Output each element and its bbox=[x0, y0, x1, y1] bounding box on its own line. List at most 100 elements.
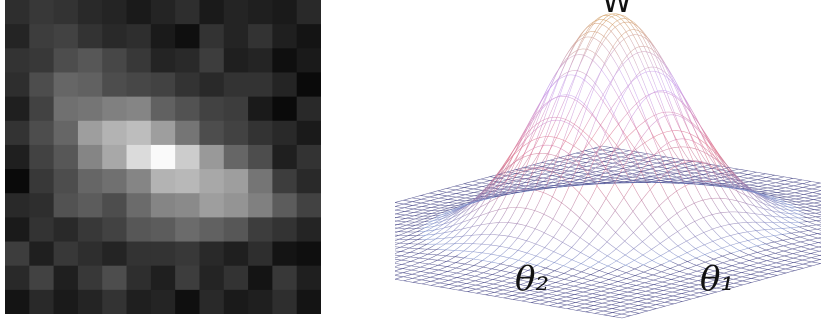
mesh-line bbox=[547, 162, 552, 168]
mesh-line bbox=[553, 79, 558, 84]
mesh-line bbox=[671, 161, 676, 163]
mesh-line bbox=[743, 185, 748, 188]
pixel-cell bbox=[126, 241, 152, 267]
mesh-line bbox=[617, 244, 622, 248]
mesh-line bbox=[566, 244, 571, 248]
mesh-line bbox=[771, 240, 821, 256]
mesh-line bbox=[464, 239, 469, 243]
pixel-cell bbox=[175, 120, 201, 146]
mesh-line bbox=[471, 222, 475, 228]
mesh-line bbox=[615, 19, 619, 23]
mesh-line bbox=[699, 140, 704, 147]
mesh-line bbox=[565, 212, 570, 219]
pixel-cell bbox=[272, 120, 298, 146]
mesh-line bbox=[597, 187, 602, 193]
mesh-line bbox=[744, 179, 803, 191]
mesh-line bbox=[762, 242, 821, 260]
mesh-line bbox=[561, 171, 566, 175]
mesh-line bbox=[504, 235, 509, 237]
pixel-cell bbox=[199, 144, 225, 170]
mesh-line bbox=[456, 229, 461, 231]
mesh-line bbox=[514, 258, 518, 261]
mesh-line bbox=[652, 114, 656, 117]
mesh-line bbox=[452, 210, 456, 213]
mesh-line bbox=[452, 208, 457, 210]
mesh-line bbox=[624, 17, 628, 21]
mesh-line bbox=[594, 38, 598, 41]
mesh-line bbox=[722, 164, 727, 168]
mesh-line bbox=[633, 22, 638, 26]
mesh-line bbox=[503, 249, 508, 253]
mesh-line bbox=[634, 147, 638, 151]
mesh-line bbox=[511, 193, 515, 201]
mesh-line bbox=[592, 207, 597, 212]
mesh-line bbox=[622, 105, 627, 112]
mesh-line bbox=[572, 50, 577, 54]
mesh-line bbox=[707, 183, 712, 185]
mesh-line bbox=[729, 244, 733, 246]
mesh-line bbox=[609, 152, 614, 160]
mesh-line bbox=[513, 182, 518, 186]
mesh-line bbox=[579, 31, 584, 37]
pixel-cell bbox=[5, 0, 30, 25]
mesh-line bbox=[489, 205, 494, 212]
mesh-line bbox=[457, 210, 462, 214]
mesh-line bbox=[676, 255, 680, 258]
mesh-line bbox=[577, 62, 581, 71]
mesh-line bbox=[685, 123, 690, 133]
mesh-line bbox=[636, 216, 641, 222]
mesh-line bbox=[505, 189, 509, 197]
mesh-line bbox=[649, 98, 654, 108]
mesh-line bbox=[608, 13, 613, 16]
mesh-line bbox=[516, 248, 520, 253]
mesh-line bbox=[557, 108, 561, 117]
pixel-cell bbox=[296, 72, 321, 98]
pixel-cell bbox=[272, 241, 298, 267]
mesh-line bbox=[535, 165, 540, 171]
mesh-line bbox=[641, 35, 645, 38]
mesh-line bbox=[618, 141, 623, 146]
mesh-line bbox=[777, 225, 781, 228]
mesh-line bbox=[551, 250, 556, 253]
mesh-line bbox=[737, 211, 742, 217]
mesh-line bbox=[713, 249, 718, 252]
mesh-line bbox=[639, 255, 643, 258]
mesh-line bbox=[705, 230, 709, 233]
mesh-line bbox=[639, 241, 643, 245]
mesh-line bbox=[620, 128, 625, 136]
mesh-line bbox=[763, 199, 768, 202]
pixel-cell bbox=[77, 48, 103, 74]
pixel-cell bbox=[102, 120, 128, 146]
mesh-line bbox=[712, 158, 717, 166]
mesh-line bbox=[436, 221, 440, 224]
pixel-cell bbox=[53, 120, 79, 146]
mesh-line bbox=[447, 222, 452, 226]
mesh-line bbox=[685, 226, 690, 231]
mesh-line bbox=[451, 249, 456, 253]
mesh-line bbox=[449, 263, 513, 289]
mesh-line bbox=[542, 112, 547, 122]
mesh-line bbox=[705, 212, 722, 217]
mesh-line bbox=[679, 159, 683, 164]
mesh-line bbox=[554, 251, 559, 254]
mesh-line bbox=[537, 102, 542, 110]
pixel-cell bbox=[248, 96, 273, 122]
mesh-line bbox=[395, 239, 426, 254]
mesh-line bbox=[670, 233, 675, 237]
mesh-line bbox=[780, 205, 784, 208]
mesh-line bbox=[448, 214, 452, 218]
mesh-line bbox=[755, 200, 760, 205]
pixel-cell bbox=[126, 217, 152, 243]
mesh-line bbox=[521, 168, 525, 170]
mesh-line bbox=[403, 199, 464, 206]
mesh-line bbox=[547, 87, 551, 92]
mesh-line bbox=[785, 224, 790, 228]
mesh-line bbox=[588, 108, 593, 114]
mesh-line bbox=[545, 116, 555, 120]
mesh-line bbox=[455, 231, 460, 236]
mesh-line bbox=[635, 75, 639, 79]
mesh-line bbox=[696, 219, 700, 221]
mesh-line bbox=[754, 181, 812, 192]
mesh-line bbox=[726, 183, 731, 190]
mesh-line bbox=[483, 191, 487, 195]
